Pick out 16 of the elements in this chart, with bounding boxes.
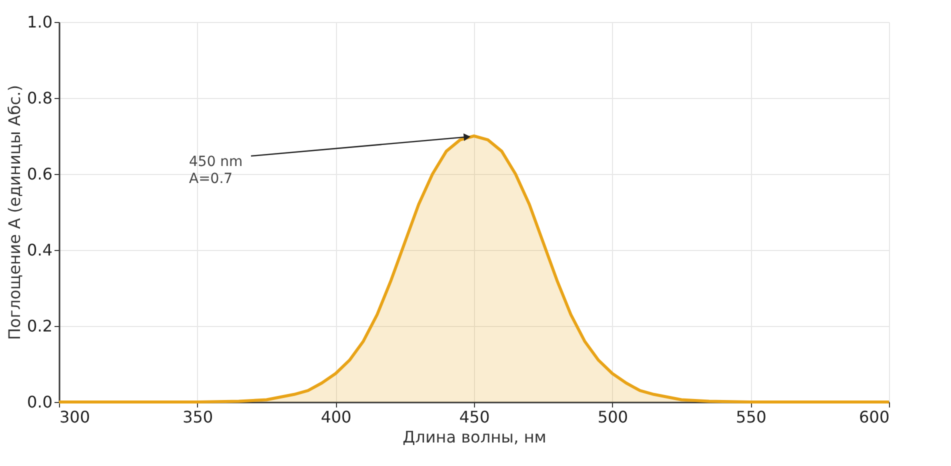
y-tick-label: 1.0 (27, 12, 52, 32)
y-tick-label: 0.0 (27, 392, 52, 412)
annotation: 450 nm A=0.7 (189, 154, 243, 187)
x-tick-label: 500 (598, 408, 628, 426)
x-tick-label: 450 (459, 408, 490, 426)
y-tick-label: 0.2 (27, 316, 52, 336)
x-axis-title: Длина волны, нм (402, 428, 546, 446)
x-tick-label: 550 (736, 408, 766, 426)
x-tick-label: 350 (182, 408, 214, 426)
x-tick-label: 300 (60, 408, 90, 426)
y-tick-label: 0.8 (27, 88, 52, 108)
x-tick-label: 600 (858, 408, 890, 426)
y-tick-label: 0.4 (27, 240, 52, 260)
y-axis-title: Поглощение A (единицы Абс.) (5, 85, 24, 340)
y-tick-label: 0.6 (27, 164, 52, 184)
x-tick-label: 400 (320, 408, 352, 426)
